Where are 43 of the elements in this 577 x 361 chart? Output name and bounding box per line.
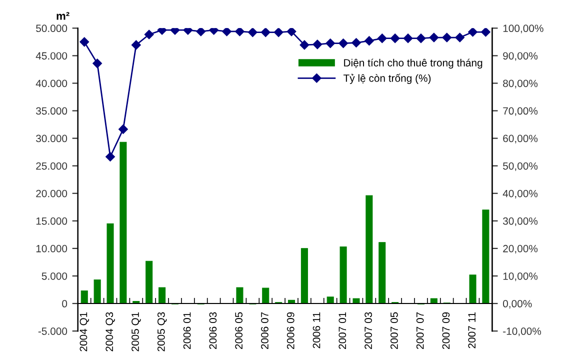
y2-tick-label: 90,00% — [503, 52, 538, 61]
legend-label: Diện tích cho thuê trong tháng — [344, 58, 482, 69]
y2-tick-label: 10,00% — [503, 272, 538, 282]
x-tick-label: 2006 11 — [312, 312, 320, 348]
y2-tick-label: 0,00% — [503, 300, 532, 309]
legend-label: Tỷ lệ còn trống (%) — [343, 74, 431, 84]
x-tick-label: 2007 07 — [416, 312, 424, 349]
x-tick-label: 2006 07 — [261, 312, 268, 349]
y-tick-label: 45.000 — [36, 52, 68, 60]
x-tick-label: 2005 Q3 — [157, 312, 167, 352]
x-tick-label: 2006 09 — [286, 312, 294, 349]
x-tick-label: 2007 09 — [442, 312, 450, 349]
x-tick-label: 2006 05 — [235, 312, 243, 349]
y-tick-label: 15.000 — [36, 217, 68, 225]
y2-tick-label: -10,00% — [503, 328, 542, 336]
x-tick-label: 2004 Q1 — [80, 312, 90, 352]
y-tick-label: -5.000 — [38, 328, 68, 335]
y2-tick-label: 80,00% — [503, 80, 538, 88]
y-tick-label: 10.000 — [36, 244, 68, 252]
y-tick-label: 50.000 — [36, 24, 68, 32]
y-tick-label: 25.000 — [36, 162, 68, 170]
y-tick-label: 35.000 — [36, 107, 68, 115]
y2-tick-label: 100,00% — [503, 24, 544, 34]
y-tick-label: 40.000 — [36, 80, 68, 88]
y2-tick-label: 50,00% — [503, 162, 538, 171]
y-tick-label: 0 — [62, 300, 68, 308]
x-tick-label: 2005 Q1 — [132, 312, 141, 352]
x-tick-label: 2007 01 — [338, 312, 346, 349]
x-tick-label: 2007 03 — [364, 312, 372, 349]
x-tick-label: 2007 11 — [468, 312, 476, 348]
y-axis-title: m² — [56, 12, 70, 20]
y-tick-label: 30.000 — [36, 134, 68, 142]
y-tick-label: 20.000 — [36, 190, 68, 198]
x-tick-label: 2006 01 — [183, 312, 191, 349]
x-tick-label: 2006 03 — [209, 312, 217, 349]
y-tick-label: 5.000 — [42, 272, 68, 280]
x-tick-label: 2004 Q3 — [106, 312, 115, 352]
y2-tick-label: 60,00% — [503, 134, 538, 144]
y2-tick-label: 40,00% — [502, 190, 538, 198]
y2-tick-label: 30,00% — [502, 217, 538, 226]
y2-tick-label: 20,00% — [503, 244, 538, 254]
x-tick-label: 2007 05 — [390, 312, 398, 349]
y2-tick-label: 70,00% — [503, 107, 538, 116]
